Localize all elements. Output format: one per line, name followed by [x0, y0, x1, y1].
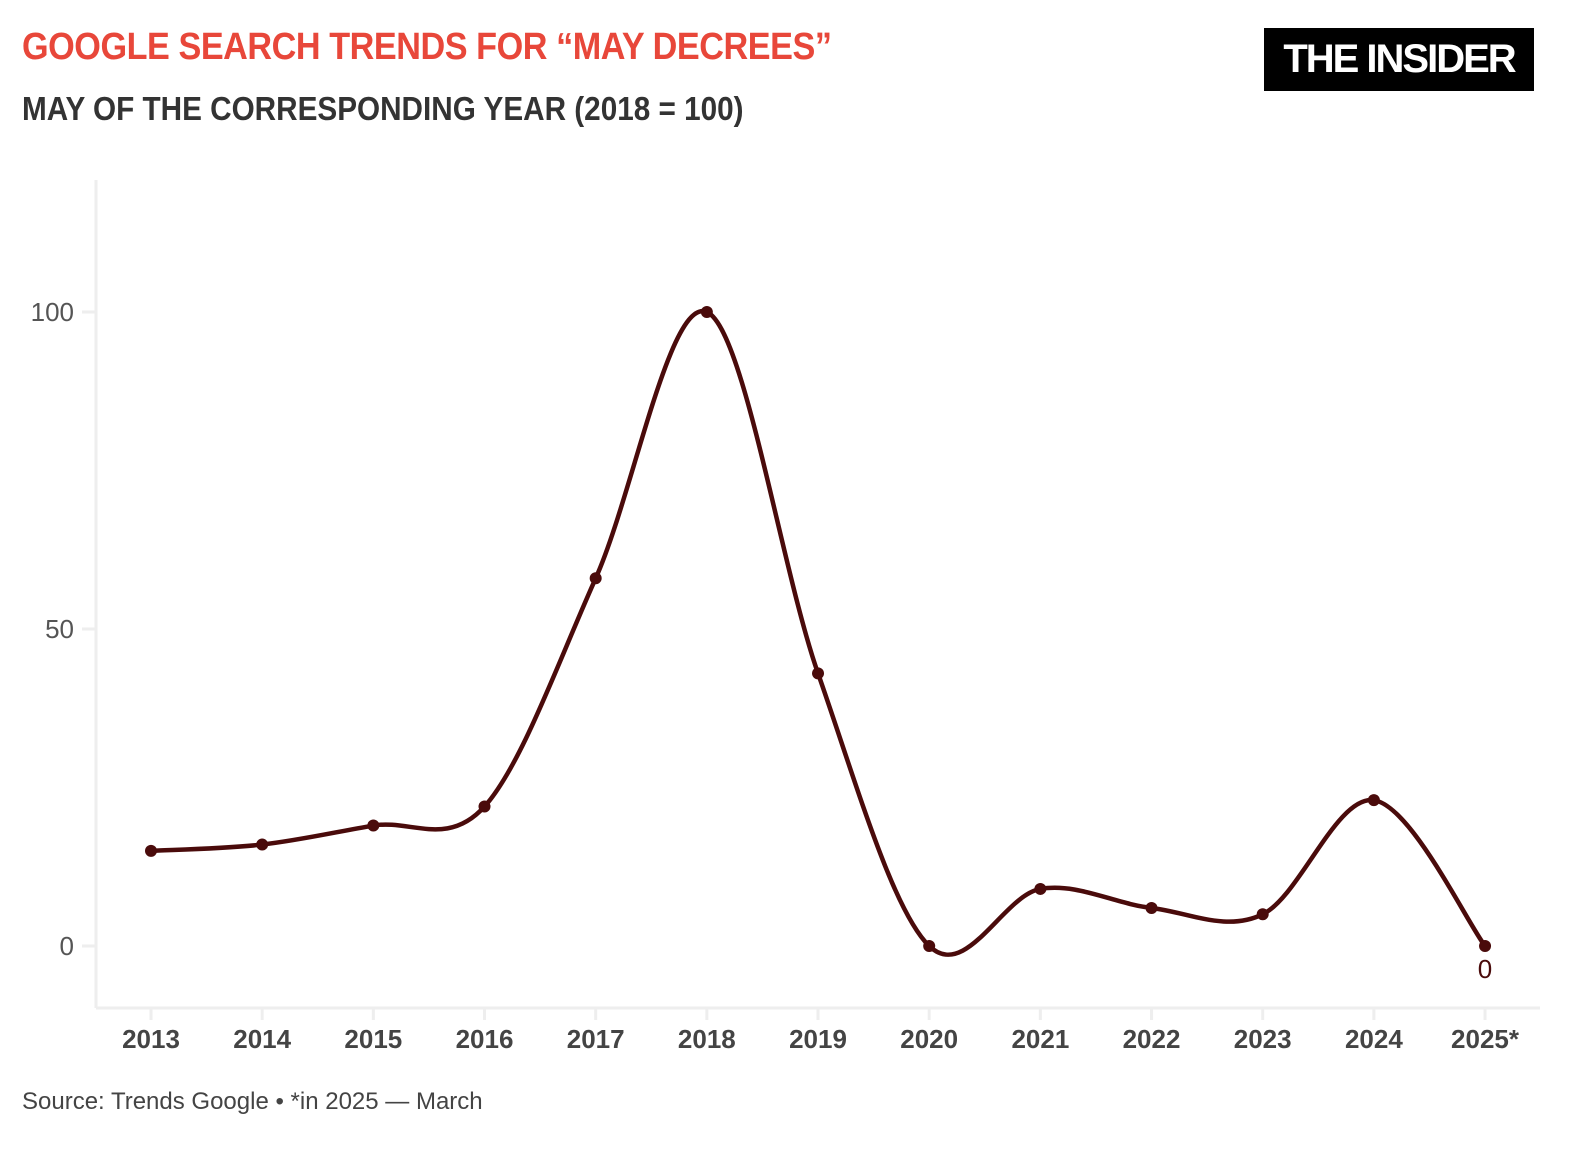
x-tick-label: 2016 — [456, 1024, 514, 1054]
x-tick-label: 2014 — [233, 1024, 291, 1054]
data-point — [1034, 882, 1047, 895]
data-point — [1256, 908, 1269, 921]
data-point — [256, 838, 269, 851]
data-point — [367, 819, 380, 832]
y-tick-label: 0 — [60, 931, 74, 961]
data-point — [1145, 901, 1158, 914]
data-point — [589, 572, 602, 585]
data-point — [145, 844, 157, 857]
y-tick-label: 100 — [31, 297, 74, 327]
chart-subtitle: MAY OF THE CORRESPONDING YEAR (2018 = 10… — [22, 90, 744, 127]
x-tick-label: 2013 — [122, 1024, 180, 1054]
data-point — [700, 306, 713, 318]
data-point — [1367, 794, 1380, 807]
chart-title: GOOGLE SEARCH TRENDS FOR “MAY DECREES” — [22, 26, 832, 68]
data-point — [1479, 940, 1492, 952]
x-tick-label: 2017 — [567, 1024, 625, 1054]
x-tick-label: 2020 — [900, 1024, 958, 1054]
data-label: 0 — [1478, 954, 1492, 984]
x-tick-label: 2019 — [789, 1024, 847, 1054]
data-point — [478, 800, 491, 813]
data-point — [923, 940, 936, 952]
y-tick-label: 50 — [45, 614, 74, 644]
x-tick-label: 2015 — [344, 1024, 402, 1054]
the-insider-logo: THE INSIDER — [1264, 28, 1534, 91]
x-tick-label: 2023 — [1234, 1024, 1292, 1054]
series-line — [150, 309, 1487, 957]
source-note: Source: Trends Google • *in 2025 — March — [22, 1088, 483, 1115]
x-tick-label: 2022 — [1123, 1024, 1181, 1054]
x-tick-label: 2025* — [1451, 1024, 1520, 1054]
x-tick-label: 2021 — [1011, 1024, 1069, 1054]
data-point — [812, 667, 825, 680]
x-tick-label: 2024 — [1345, 1024, 1403, 1054]
x-tick-label: 2018 — [678, 1024, 736, 1054]
